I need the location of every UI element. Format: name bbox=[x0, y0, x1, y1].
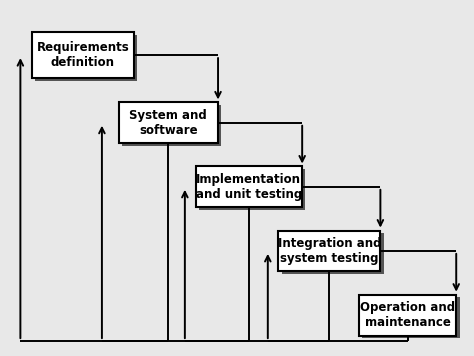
Bar bbox=[35, 35, 137, 81]
Text: Implementation
and unit testing: Implementation and unit testing bbox=[196, 173, 302, 201]
Text: Operation and
maintenance: Operation and maintenance bbox=[360, 301, 455, 329]
Bar bbox=[282, 233, 383, 274]
Text: Integration and
system testing: Integration and system testing bbox=[278, 237, 381, 265]
Text: System and
software: System and software bbox=[129, 109, 207, 137]
Text: Requirements
definition: Requirements definition bbox=[36, 41, 129, 69]
Bar bbox=[362, 297, 459, 338]
Bar bbox=[118, 103, 218, 143]
Bar bbox=[32, 32, 134, 78]
Bar bbox=[122, 105, 221, 146]
Bar bbox=[278, 231, 380, 271]
Bar bbox=[199, 169, 306, 210]
Bar bbox=[195, 167, 302, 207]
Bar bbox=[359, 295, 456, 335]
